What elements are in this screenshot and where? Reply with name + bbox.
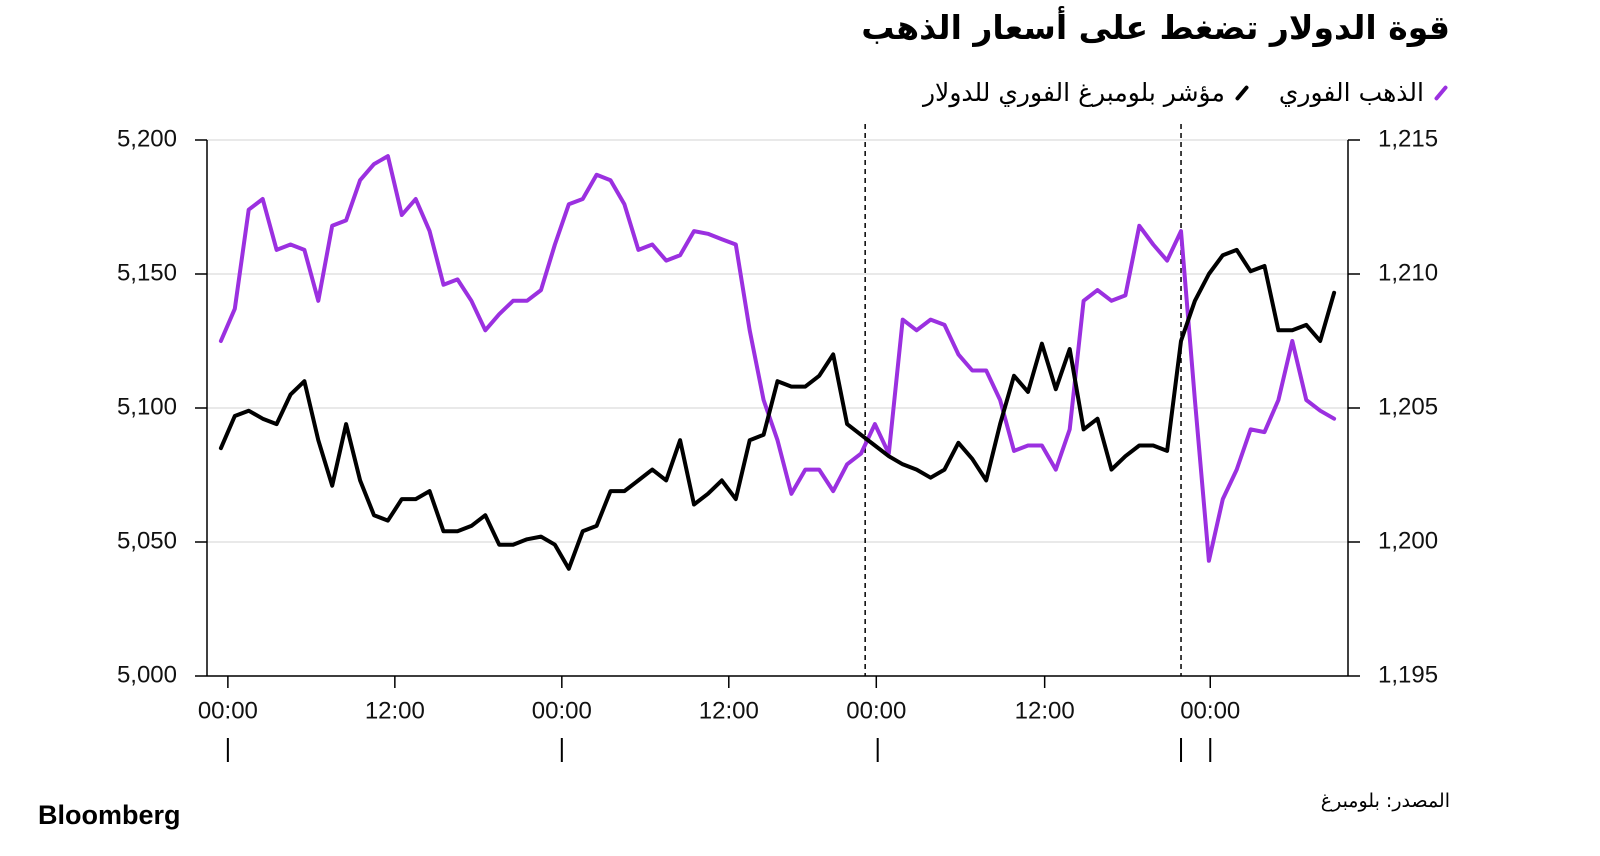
y2-tick-label: 1,210 — [1378, 259, 1438, 286]
x-tick-label: 00:00 — [846, 697, 906, 724]
y2-tick-label: 1,205 — [1378, 393, 1438, 420]
x-tick-label: 12:00 — [365, 697, 425, 724]
x-tick-label: 00:00 — [1180, 697, 1240, 724]
x-tick-label: 12:00 — [699, 697, 759, 724]
y2-tick-label: 1,200 — [1378, 527, 1438, 554]
legend-label: مؤشر بلومبرغ الفوري للدولار — [922, 78, 1225, 107]
y-tick-label: 5,050 — [117, 527, 177, 554]
x-tick-label: 00:00 — [532, 697, 592, 724]
source-note: المصدر: بلومبرغ — [1320, 790, 1450, 812]
legend-label: الذهب الفوري — [1278, 78, 1424, 107]
x-tick-label: 12:00 — [1015, 697, 1075, 724]
legend-item: الذهب الفوري — [1279, 78, 1450, 107]
chart-title: قوة الدولار تضغط على أسعار الذهب — [861, 8, 1450, 47]
legend-item: مؤشر بلومبرغ الفوري للدولار — [923, 78, 1251, 107]
series-line — [218, 154, 1337, 563]
y-tick-label: 5,000 — [117, 661, 177, 688]
y-tick-label: 5,200 — [117, 125, 177, 152]
y2-tick-label: 1,215 — [1378, 125, 1438, 152]
y2-tick-label: 1,195 — [1378, 661, 1438, 688]
series-line — [218, 247, 1337, 571]
x-tick-label: 00:00 — [198, 697, 258, 724]
brand-logo: Bloomberg — [38, 800, 181, 830]
y-tick-label: 5,100 — [117, 393, 177, 420]
y-tick-label: 5,150 — [117, 259, 177, 286]
legend: الذهب الفوري مؤشر بلومبرغ الفوري للدولار — [923, 78, 1450, 107]
